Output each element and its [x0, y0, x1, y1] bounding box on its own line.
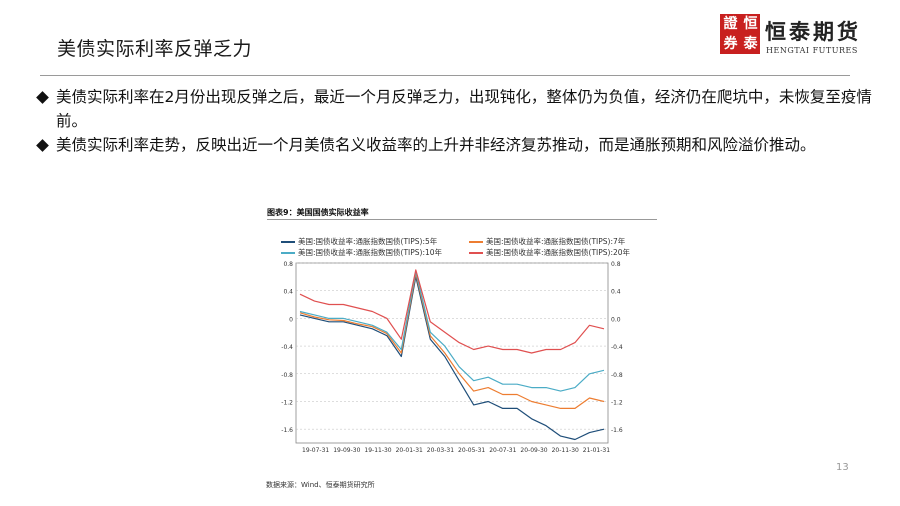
- y-tick-left: 0: [289, 316, 293, 323]
- y-tick-right: -1.2: [611, 399, 623, 406]
- series-line-0: [299, 276, 605, 441]
- legend-item-20y: 美国:国债收益率:通胀指数国债(TIPS):20年: [469, 247, 630, 258]
- x-tick-label: 19-11-30: [364, 447, 391, 454]
- y-tick-right: 0.4: [611, 289, 621, 296]
- y-tick-left: -0.8: [281, 372, 293, 379]
- y-tick-right: 0.8: [611, 261, 621, 268]
- figure-source: 数据来源：Wind、恒泰期货研究所: [266, 481, 375, 489]
- x-tick-label: 20-07-31: [489, 447, 516, 454]
- page-number: 13: [836, 462, 849, 473]
- x-tick-label: 20-01-31: [396, 447, 423, 454]
- diamond-bullet-icon: [36, 139, 49, 152]
- legend-item-10y: 美国:国债收益率:通胀指数国债(TIPS):10年: [281, 247, 442, 258]
- bullet-list: 美债实际利率在2月份出现反弹之后，最近一个月反弹乏力，出现钝化，整体仍为负值，经…: [36, 85, 878, 157]
- figure-caption-rule: [267, 219, 657, 220]
- line-chart-plot: 0.8 0.4 0 -0.4 -0.8 -1.2 -1.6 0.8 0.4 0.0 -0.4 -0.8…: [281, 261, 623, 454]
- bullet-item: 美债实际利率在2月份出现反弹之后，最近一个月反弹乏力，出现钝化，整体仍为负值，经…: [36, 85, 878, 133]
- x-tick-label: 20-05-31: [458, 447, 485, 454]
- y-tick-right: 0.0: [611, 316, 621, 323]
- plot-frame: [295, 262, 609, 444]
- series-line-1: [299, 272, 605, 409]
- x-tick-label: 19-09-30: [333, 447, 360, 454]
- x-tick-label: 20-09-30: [520, 447, 547, 454]
- diamond-bullet-icon: [36, 91, 49, 104]
- y-tick-left: -1.2: [281, 399, 293, 406]
- x-tick-label: 20-03-31: [427, 447, 454, 454]
- figure-caption: 图表9：美国国债实际收益率: [267, 208, 369, 217]
- logo-seal: 證恒 券泰: [720, 14, 760, 54]
- x-tick-label: 19-07-31: [302, 447, 329, 454]
- title-divider: [40, 75, 850, 76]
- bullet-item: 美债实际利率走势，反映出近一个月美债名义收益率的上升并非经济复苏推动，而是通胀预…: [36, 133, 878, 157]
- y-tick-left: -1.6: [281, 427, 293, 434]
- series-line-2: [299, 270, 605, 392]
- y-tick-left: -0.4: [281, 344, 293, 351]
- figure-chart: 图表9：美国国债实际收益率 美国:国债收益率:通胀指数国债(TIPS):5年 美…: [263, 203, 658, 473]
- x-tick-label: 20-11-30: [552, 447, 579, 454]
- y-tick-left: 0.8: [283, 261, 293, 268]
- x-tick-label: 21-01-31: [583, 447, 610, 454]
- logo-brand-cn: 恒泰期货: [765, 20, 861, 44]
- company-logo: 證恒 券泰 恒泰期货 HENGTAI FUTURES: [720, 14, 870, 64]
- y-tick-right: -1.6: [611, 427, 623, 434]
- legend-item-7y: 美国:国债收益率:通胀指数国债(TIPS):7年: [469, 236, 625, 247]
- y-tick-right: -0.4: [611, 344, 623, 351]
- legend-item-5y: 美国:国债收益率:通胀指数国债(TIPS):5年: [281, 236, 437, 247]
- slide-title: 美债实际利率反弹乏力: [57, 38, 253, 60]
- y-tick-right: -0.8: [611, 372, 623, 379]
- series-line-3: [299, 269, 605, 354]
- y-tick-left: 0.4: [283, 289, 293, 296]
- logo-brand-en: HENGTAI FUTURES: [766, 46, 858, 55]
